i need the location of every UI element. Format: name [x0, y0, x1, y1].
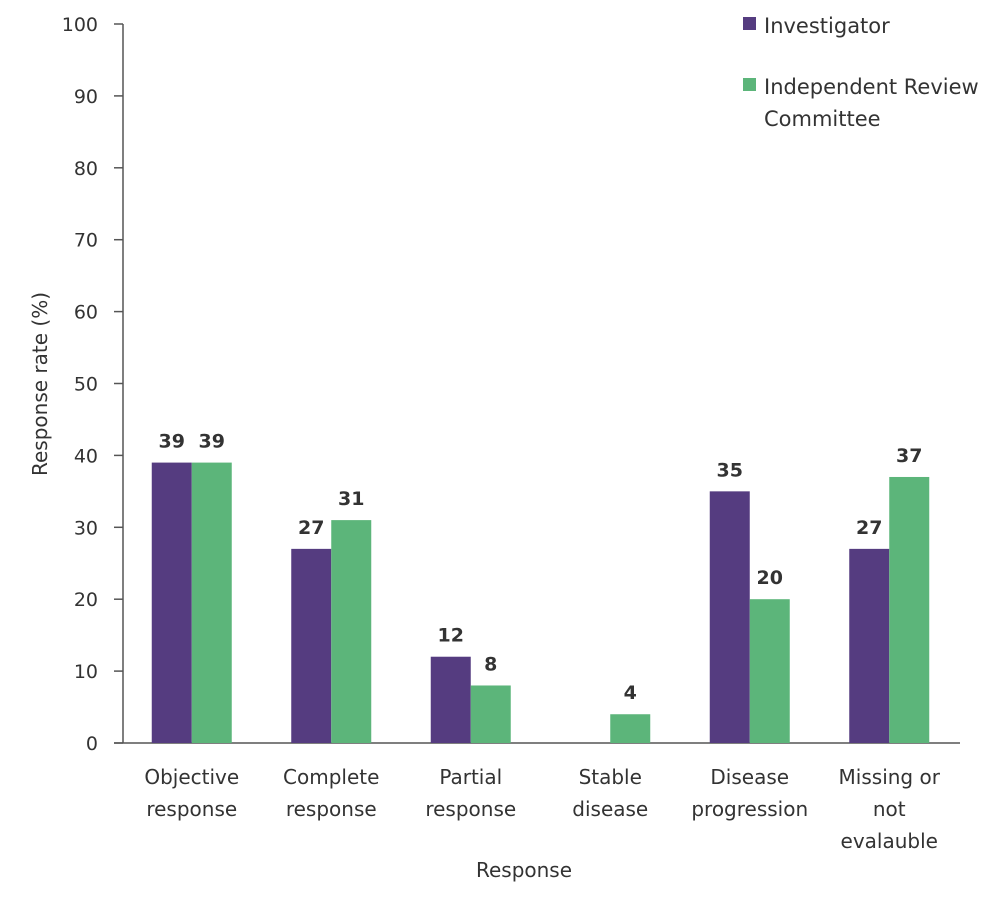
data-label: 20 [757, 567, 783, 589]
data-label: 4 [624, 682, 637, 704]
legend-swatch [743, 17, 756, 30]
x-tick-label: Stable disease [572, 765, 648, 821]
legend-swatch [743, 78, 756, 91]
data-label: 37 [896, 445, 922, 467]
x-axis-title: Response [476, 858, 572, 882]
x-tick-label: Missing or not evalauble [839, 765, 941, 853]
bar-investigator [291, 548, 332, 743]
y-tick-label: 30 [74, 517, 98, 539]
y-tick-label: 100 [62, 14, 98, 36]
y-axis: 0 10 20 30 40 50 60 70 80 90 100 [62, 14, 124, 755]
y-tick-label: 90 [74, 86, 98, 108]
data-label: 12 [438, 625, 464, 647]
bar-irc [749, 599, 790, 743]
x-tick-label: Objective response [144, 765, 239, 821]
y-tick-label: 60 [74, 302, 98, 324]
data-label: 27 [856, 517, 882, 539]
y-tick-label: 10 [74, 661, 98, 683]
y-axis-title: Response rate (%) [28, 292, 52, 476]
x-tick-label: Partial response [425, 765, 516, 821]
y-tick-label: 80 [74, 158, 98, 180]
legend: Investigator Independent Review Committee [743, 14, 979, 131]
y-tick-label: 20 [74, 589, 98, 611]
bar-investigator [849, 548, 890, 743]
legend-label: Independent Review Committee [764, 75, 979, 131]
bars [151, 462, 930, 743]
bar-irc [191, 462, 232, 743]
y-tick-label: 40 [74, 445, 98, 467]
bar-irc [889, 476, 930, 743]
bar-investigator [430, 656, 471, 743]
category-labels: Objective response Complete response Partial… [144, 765, 940, 853]
bar-irc [610, 714, 651, 743]
data-label: 39 [159, 431, 185, 453]
data-labels: 39 39 27 31 12 8 4 35 20 27 37 [159, 431, 923, 705]
x-tick-label: Disease progression [691, 765, 808, 821]
y-tick-label: 50 [74, 374, 98, 396]
bar-irc [331, 520, 372, 743]
bar-investigator [151, 462, 192, 743]
y-tick-label: 70 [74, 230, 98, 252]
bar-irc [470, 685, 511, 743]
x-tick-label: Complete response [283, 765, 379, 821]
bar-investigator [709, 491, 750, 743]
data-label: 8 [484, 653, 497, 675]
data-label: 35 [717, 459, 743, 481]
data-label: 31 [338, 488, 364, 510]
data-label: 27 [298, 517, 324, 539]
y-tick-label: 0 [86, 733, 98, 755]
legend-label: Investigator [764, 14, 890, 38]
data-label: 39 [199, 431, 225, 453]
